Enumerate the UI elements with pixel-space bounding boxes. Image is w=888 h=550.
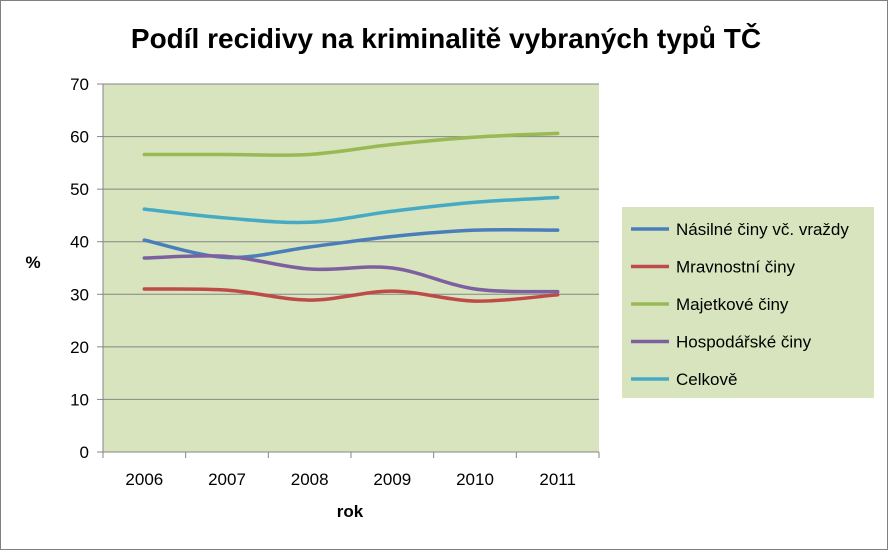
data-point xyxy=(473,299,477,303)
y-tick-label: 20 xyxy=(70,338,89,357)
data-point xyxy=(225,254,229,258)
y-tick-label: 70 xyxy=(70,75,89,94)
data-point xyxy=(390,234,394,238)
data-point xyxy=(142,256,146,260)
data-point xyxy=(308,152,312,156)
legend[interactable]: Násilné činy vč. vraždy Mravnostní činy Ma… xyxy=(631,220,849,389)
x-tick-label: 2007 xyxy=(208,470,246,489)
data-point xyxy=(142,152,146,156)
x-tick-label: 2006 xyxy=(125,470,163,489)
data-point xyxy=(308,298,312,302)
data-point xyxy=(308,267,312,271)
y-tick-label: 50 xyxy=(70,180,89,199)
data-point xyxy=(556,131,560,135)
data-point xyxy=(473,200,477,204)
data-point xyxy=(556,196,560,200)
data-point xyxy=(556,290,560,294)
data-point xyxy=(390,266,394,270)
data-point xyxy=(473,135,477,139)
data-point xyxy=(473,228,477,232)
series-line-2 xyxy=(142,287,560,303)
data-point xyxy=(473,287,477,291)
legend-label-4[interactable]: Hospodářské činy xyxy=(676,333,812,352)
data-point xyxy=(225,152,229,156)
x-tick-label: 2011 xyxy=(539,470,576,489)
data-point xyxy=(390,142,394,146)
data-point xyxy=(390,209,394,213)
data-point xyxy=(390,289,394,293)
data-point xyxy=(308,245,312,249)
chart-title: Podíl recidivy na kriminalitě vybraných … xyxy=(131,22,761,54)
data-point xyxy=(142,238,146,242)
y-tick-label: 40 xyxy=(70,233,89,252)
x-tick-label: 2010 xyxy=(456,470,494,489)
series-line-5 xyxy=(142,195,560,225)
data-point xyxy=(556,293,560,297)
legend-label-5[interactable]: Celkově xyxy=(676,370,737,389)
y-tick-label: 0 xyxy=(80,443,89,462)
series-line-4 xyxy=(142,254,560,294)
y-axis-ticks: 0 10 20 30 40 50 60 70 xyxy=(70,75,103,462)
x-axis-ticks: 2006 2007 2008 2009 2010 2011 xyxy=(102,452,600,489)
data-point xyxy=(308,220,312,224)
legend-label-1[interactable]: Násilné činy vč. vraždy xyxy=(676,220,849,239)
x-tick-label: 2009 xyxy=(373,470,411,489)
legend-label-2[interactable]: Mravnostní činy xyxy=(676,258,796,277)
y-tick-label: 10 xyxy=(70,390,89,409)
x-axis-title: rok xyxy=(337,502,364,521)
y-axis-title: % xyxy=(25,253,40,272)
data-point xyxy=(225,288,229,292)
legend-label-3[interactable]: Majetkové činy xyxy=(676,295,789,314)
data-point xyxy=(142,287,146,291)
y-tick-label: 30 xyxy=(70,285,89,304)
y-tick-label: 60 xyxy=(70,128,89,147)
x-tick-label: 2008 xyxy=(291,470,329,489)
series-line-3 xyxy=(142,131,560,157)
data-point xyxy=(142,207,146,211)
series-lines xyxy=(142,131,560,303)
data-point xyxy=(225,216,229,220)
data-point xyxy=(556,228,560,232)
